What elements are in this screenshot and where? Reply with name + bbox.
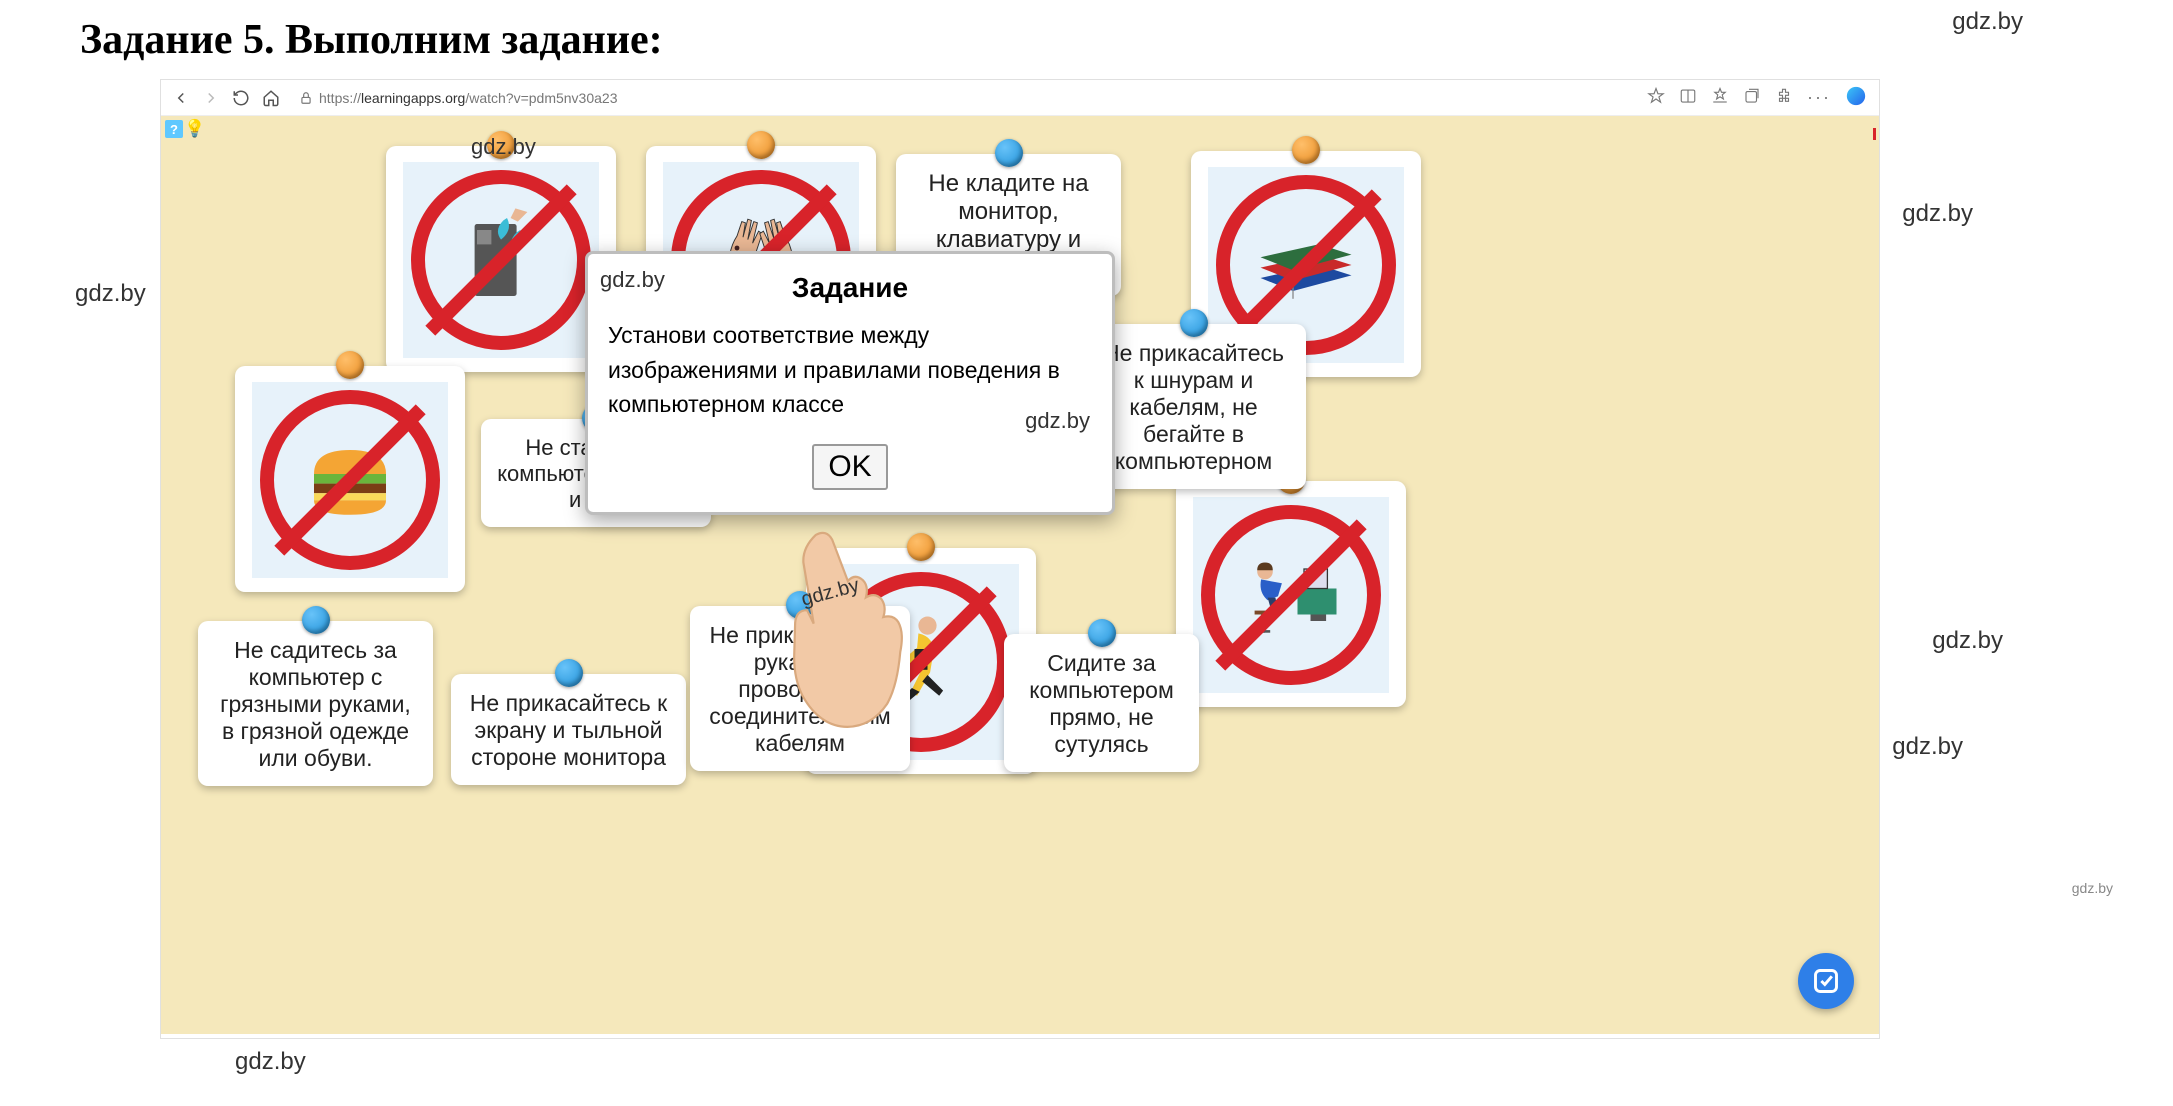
forward-button[interactable] xyxy=(199,86,223,110)
watermark: gdz.by xyxy=(1932,627,2003,655)
card-touch-screen[interactable]: Не прикасайтесь к экрану и тыльной сторо… xyxy=(451,674,686,785)
watermark: gdz.by xyxy=(235,1048,306,1076)
watermark: gdz.by xyxy=(75,280,146,308)
app-canvas: ? 💡 xyxy=(161,116,1879,1034)
check-icon xyxy=(1812,967,1840,995)
card-burger[interactable] xyxy=(235,366,465,592)
hint-icon[interactable]: 💡 xyxy=(186,120,204,138)
card-pc-wet[interactable] xyxy=(386,146,616,372)
card-slouch[interactable] xyxy=(1176,481,1406,707)
card-dirty-clothes[interactable]: Не садитесь за компьютер с грязными рука… xyxy=(198,621,433,786)
watermark: gdz.by xyxy=(1025,408,1090,434)
url-prefix: https:// xyxy=(319,90,361,106)
divider xyxy=(1873,128,1876,140)
watermark: gdz.by xyxy=(471,134,536,160)
ok-button[interactable]: OK xyxy=(812,444,887,490)
url-host: learningapps.org xyxy=(361,90,465,106)
check-answer-button[interactable] xyxy=(1798,953,1854,1009)
title-bold: Задание 5. xyxy=(80,17,274,63)
modal-body: Установи соответствие между изображениям… xyxy=(608,318,1092,422)
task-modal: gdz.by Задание Установи соответствие меж… xyxy=(585,251,1115,515)
refresh-button[interactable] xyxy=(229,86,253,110)
card-label: Не прикасайтесь к экрану и тыльной сторо… xyxy=(465,690,672,771)
pin-icon xyxy=(336,351,364,379)
pin-icon xyxy=(302,606,330,634)
pin-icon xyxy=(1088,619,1116,647)
url-path: /watch?v=pdm5nv30a23 xyxy=(465,90,617,106)
modal-title: Задание xyxy=(608,272,1092,304)
pin-icon xyxy=(747,131,775,159)
watermark: gdz.by xyxy=(1902,200,1973,228)
lock-icon xyxy=(299,91,313,105)
pin-icon xyxy=(995,139,1023,167)
card-sit-straight[interactable]: Сидите за компьютером прямо, не сутулясь xyxy=(1004,634,1199,772)
card-label: Не садитесь за компьютер с грязными рука… xyxy=(212,637,419,772)
home-button[interactable] xyxy=(259,86,283,110)
card-label: Сидите за компьютером прямо, не сутулясь xyxy=(1018,650,1185,758)
help-icon[interactable]: ? xyxy=(165,120,183,138)
extensions-icon[interactable] xyxy=(1775,87,1793,108)
page-title: Задание 5. Выполним задание: xyxy=(75,15,2098,64)
favorites-icon[interactable] xyxy=(1711,87,1729,108)
back-button[interactable] xyxy=(169,86,193,110)
watermark: gdz.by xyxy=(1952,8,2023,36)
pin-icon xyxy=(1292,136,1320,164)
copilot-icon[interactable] xyxy=(1845,85,1867,110)
split-icon[interactable] xyxy=(1679,87,1697,108)
pin-icon xyxy=(1180,309,1208,337)
watermark: gdz.by xyxy=(1892,733,1963,761)
url-text: https://learningapps.org/watch?v=pdm5nv3… xyxy=(319,90,618,106)
watermark: gdz.by xyxy=(600,267,665,293)
star-icon[interactable] xyxy=(1647,87,1665,108)
card-label: Не прикасайтесь к шнурам и кабелям, не б… xyxy=(1095,340,1292,475)
browser-window: https://learningapps.org/watch?v=pdm5nv3… xyxy=(160,79,1880,1039)
more-icon[interactable]: ··· xyxy=(1807,87,1831,108)
collections-icon[interactable] xyxy=(1743,87,1761,108)
watermark: gdz.by xyxy=(2072,880,2113,896)
title-rest: Выполним задание: xyxy=(274,17,662,63)
browser-toolbar: https://learningapps.org/watch?v=pdm5nv3… xyxy=(161,80,1879,116)
pin-icon xyxy=(555,659,583,687)
address-bar[interactable]: https://learningapps.org/watch?v=pdm5nv3… xyxy=(289,88,1641,108)
